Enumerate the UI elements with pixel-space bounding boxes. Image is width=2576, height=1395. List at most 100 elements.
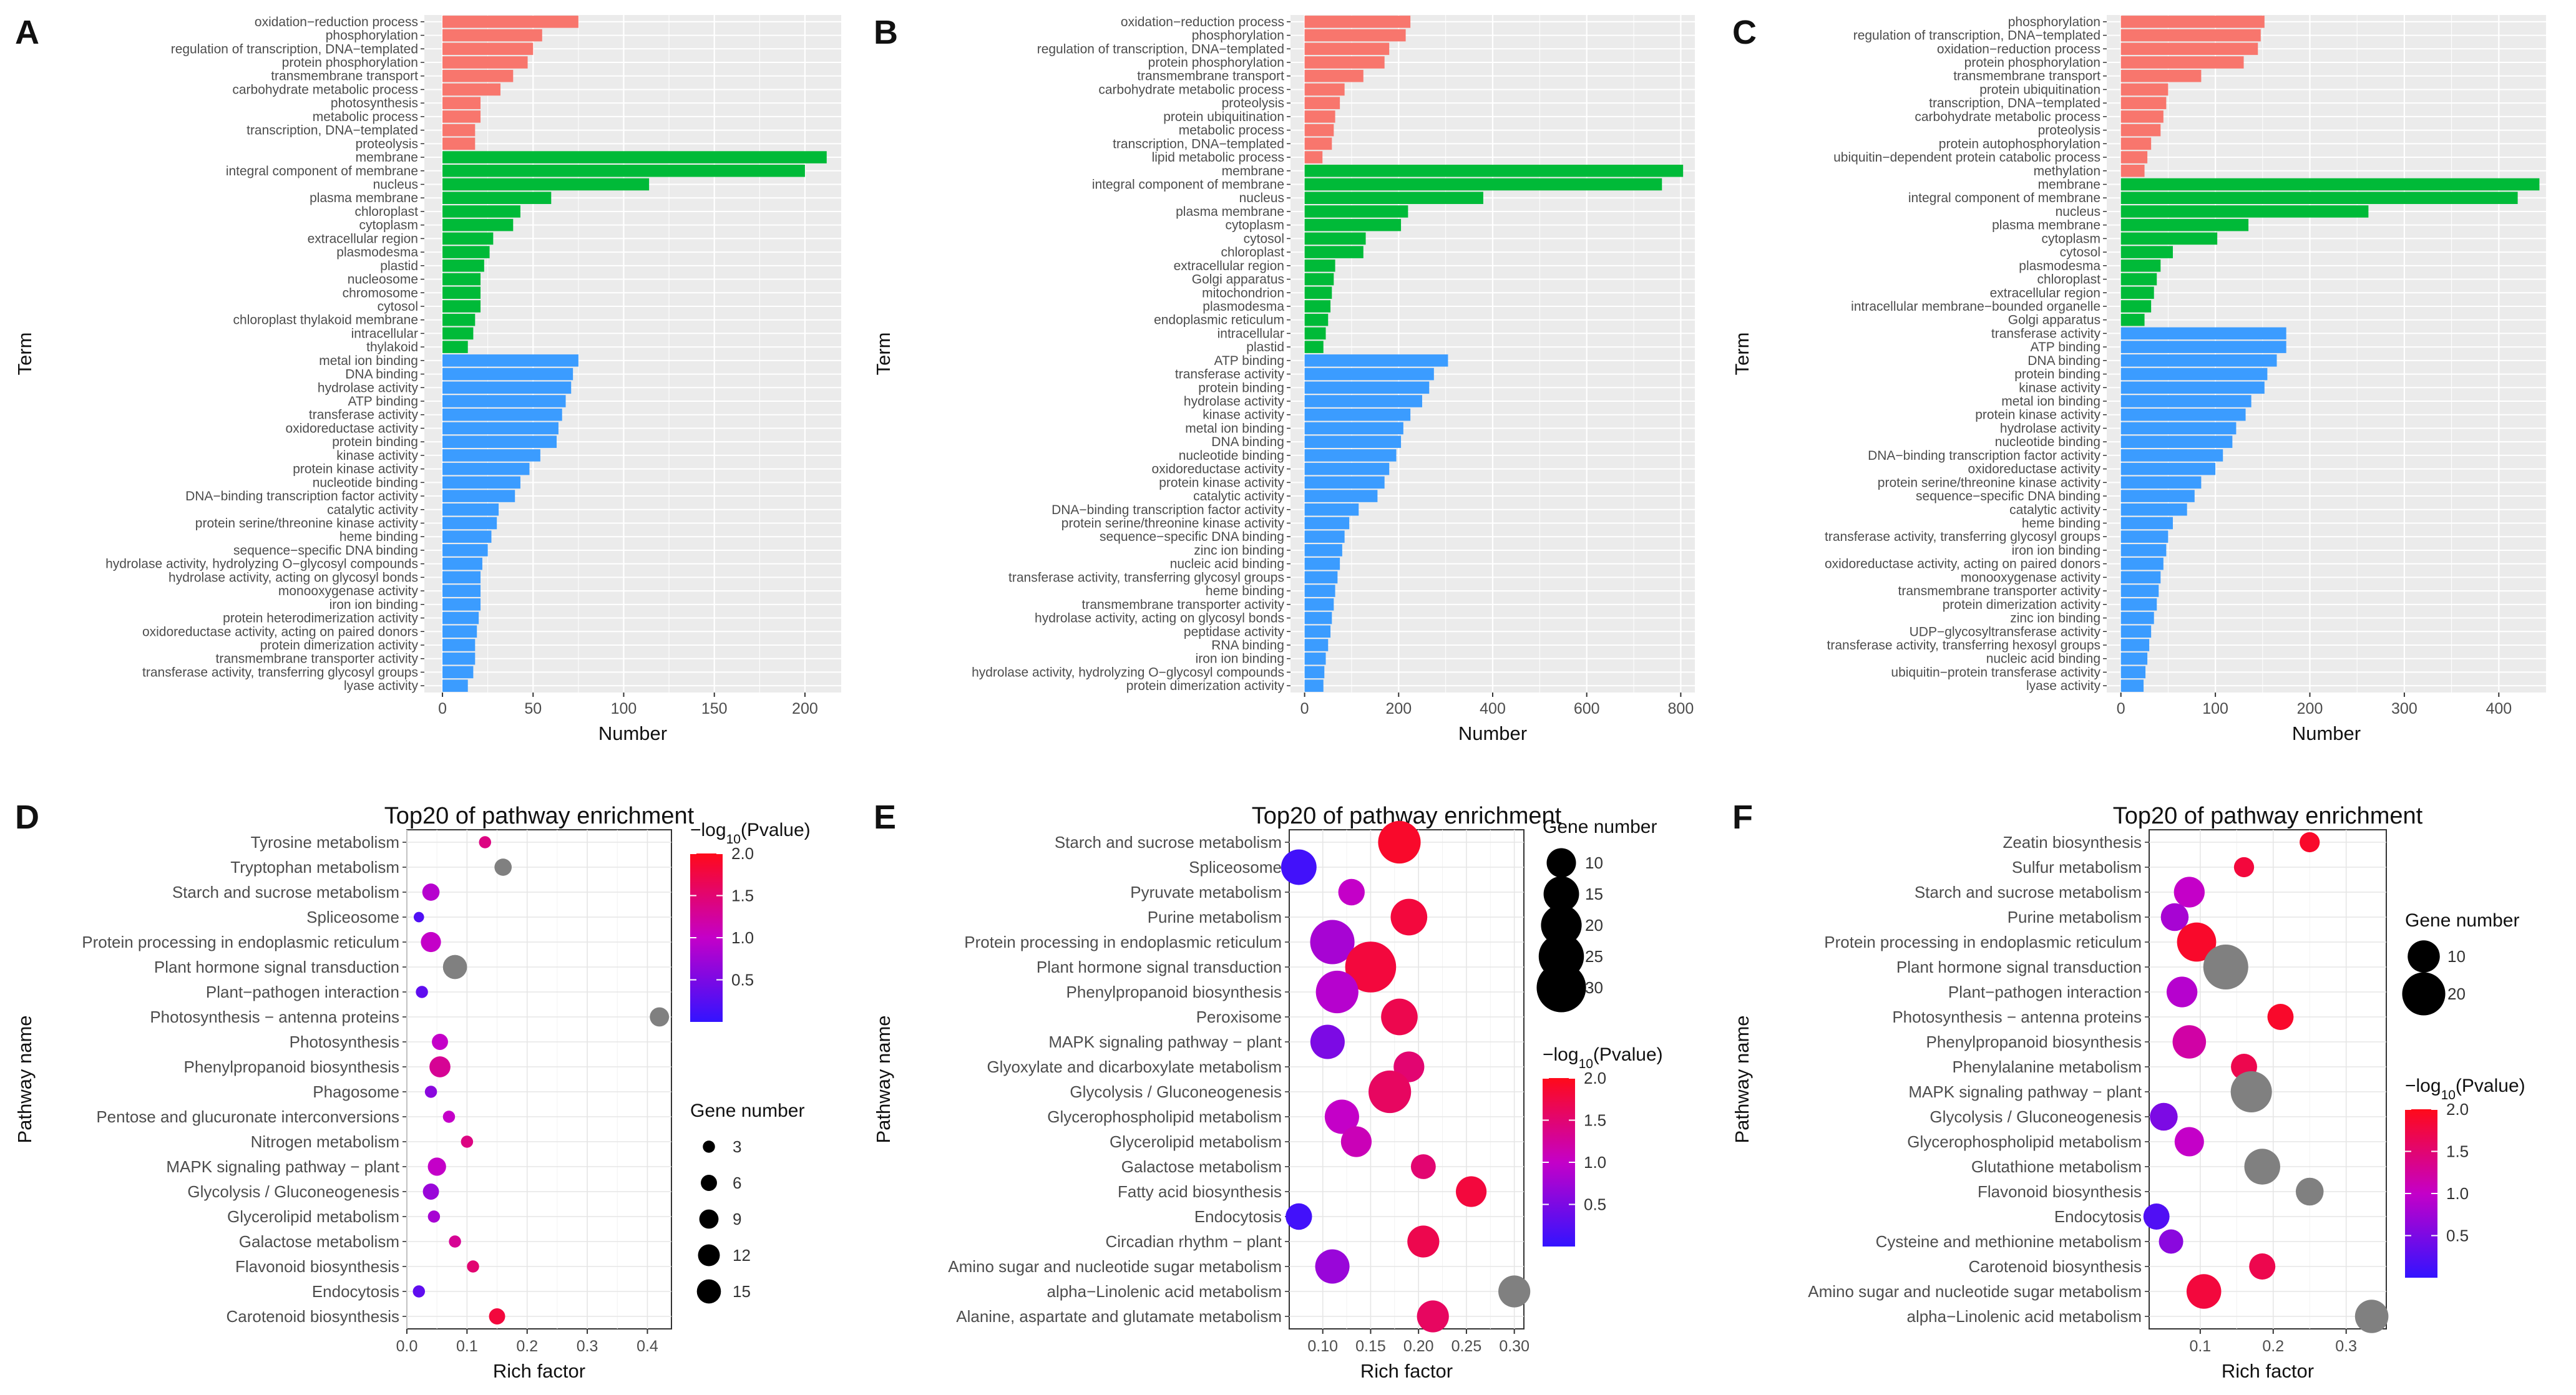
y-tick-label: ubiquitin−protein transferase activity <box>1891 665 2100 679</box>
chart-title: Top20 of pathway enrichment <box>2113 803 2423 829</box>
bar-cc <box>2120 178 2540 191</box>
y-tick-label: Plant−pathogen interaction <box>206 983 399 1001</box>
bar-mf <box>1304 354 1448 367</box>
y-tick-label: Golgi apparatus <box>1192 273 1284 287</box>
x-axis-title: Number <box>598 722 667 744</box>
bar-bp <box>442 29 542 42</box>
x-tick-label: 200 <box>1385 700 1412 717</box>
color-scale-label: 1.0 <box>1584 1153 1606 1172</box>
y-tick-label: plasma membrane <box>310 191 418 205</box>
bar-cc <box>1304 260 1335 272</box>
bar-mf <box>442 598 481 611</box>
y-tick-label: Glycerophospholipid metabolism <box>1047 1107 1282 1126</box>
bar-cc <box>2120 192 2518 204</box>
y-tick-label: Protein processing in endoplasmic reticu… <box>82 933 399 951</box>
bar-mf <box>1304 435 1402 448</box>
bar-cc <box>1304 232 1366 245</box>
color-scale-label: 0.5 <box>731 971 754 989</box>
y-tick-label: Peroxisome <box>1196 1008 1282 1026</box>
y-tick-label: transcription, DNA−templated <box>1929 96 2100 110</box>
bar-mf <box>2120 611 2154 625</box>
y-tick-label: metal ion binding <box>319 354 418 368</box>
bar-mf <box>2120 449 2223 462</box>
bar-cc <box>1304 246 1364 258</box>
color-scale-label: 2.0 <box>731 844 754 863</box>
y-tick-label: transcription, DNA−templated <box>1113 137 1284 151</box>
x-tick-label: 200 <box>792 700 818 717</box>
y-tick-label: ATP binding <box>2031 340 2100 354</box>
bar-mf <box>2120 557 2164 570</box>
bubble-point <box>424 1086 437 1098</box>
y-tick-label: protein binding <box>1198 381 1284 395</box>
y-tick-label: iron ion binding <box>1196 652 1284 666</box>
bubble-point <box>412 1285 426 1298</box>
y-tick-label: alpha−Linolenic acid metabolism <box>1906 1307 2142 1326</box>
y-tick-label: proteolysis <box>1222 96 1284 110</box>
y-tick-label: Starch and sucrose metabolism <box>172 883 399 902</box>
size-legend-dot <box>703 1140 715 1153</box>
y-tick-label: MAPK signaling pathway − plant <box>1908 1082 2142 1101</box>
bar-mf <box>442 544 488 557</box>
panel-label: B <box>874 14 898 51</box>
bar-mf <box>442 381 572 394</box>
bar-cc <box>1304 218 1402 231</box>
bar-mf <box>442 422 559 435</box>
y-tick-label: Glycerophospholipid metabolism <box>1907 1132 2142 1151</box>
bar-cc <box>2120 260 2161 272</box>
bubble-point <box>416 986 428 998</box>
bubble-point <box>1456 1176 1487 1207</box>
bar-bp <box>442 56 528 69</box>
bar-bp <box>2120 83 2169 96</box>
panel-d-bubble-chart: D Top20 of pathway enrichment Tyrosine met… <box>0 749 859 1395</box>
y-tick-label: protein phosphorylation <box>282 56 418 70</box>
chart-svg: D Top20 of pathway enrichment Tyrosine met… <box>14 799 811 1382</box>
y-tick-label: Phagosome <box>313 1082 399 1101</box>
y-tick-label: protein phosphorylation <box>1148 56 1284 70</box>
chart-svg: B 0 200 400 600 800 oxidation−reduction proces… <box>872 14 1695 744</box>
y-tick-label: cytosol <box>378 299 418 314</box>
bubble-point <box>461 1135 474 1148</box>
y-tick-label: UDP−glycosyltransferase activity <box>1910 625 2101 639</box>
bar-cc <box>442 218 514 231</box>
y-tick-label: hydrolase activity, hydrolyzing O−glycos… <box>972 665 1284 679</box>
bar-bp <box>2120 110 2164 123</box>
x-axis-title: Number <box>1458 722 1527 744</box>
y-tick-label: hydrolase activity <box>1184 394 1285 409</box>
y-tick-label: cytoplasm <box>1225 218 1284 233</box>
y-tick-label: oxidation−reduction process <box>1937 42 2100 56</box>
bar-mf <box>2120 476 2202 489</box>
bar-mf <box>2120 585 2159 597</box>
bar-mf <box>2120 367 2268 381</box>
bubble-point <box>422 883 440 901</box>
y-tick-label: Glycerolipid metabolism <box>1110 1132 1282 1151</box>
y-tick-label: Purine metabolism <box>1148 908 1282 926</box>
bubble-point <box>2172 1025 2207 1059</box>
color-legend-title: −log10(Pvalue) <box>1543 1044 1663 1071</box>
bubble-point <box>442 1111 456 1123</box>
y-tick-label: Tyrosine metabolism <box>251 833 399 852</box>
bar-bp <box>1304 137 1332 150</box>
bar-cc <box>442 192 552 204</box>
x-tick-label: 0.10 <box>1307 1338 1338 1355</box>
y-tick-label: lyase activity <box>344 679 419 693</box>
bar-cc <box>2120 232 2218 245</box>
x-tick-label: 100 <box>611 700 637 717</box>
bar-cc <box>442 273 481 286</box>
y-tick-label: Protein processing in endoplasmic reticu… <box>1824 933 2142 951</box>
y-tick-label: oxidoreductase activity <box>1152 462 1285 477</box>
size-legend-label: 9 <box>733 1210 741 1228</box>
y-tick-label: monooxygenase activity <box>278 584 419 598</box>
y-tick-label: cytoplasm <box>2041 231 2100 246</box>
bar-bp <box>2120 42 2258 56</box>
y-tick-label: oxidation−reduction process <box>1121 15 1284 29</box>
bar-mf <box>442 679 468 692</box>
y-tick-label: Endocytosis <box>312 1282 399 1301</box>
y-tick-label: transferase activity, transferring hexos… <box>1827 638 2100 653</box>
bubble-point <box>1338 878 1365 906</box>
y-tick-label: Flavonoid biosynthesis <box>235 1257 399 1276</box>
bubble-point <box>442 955 467 979</box>
y-axis-title: Pathway name <box>1731 1015 1753 1143</box>
y-tick-label: Amino sugar and nucleotide sugar metabol… <box>948 1257 1282 1276</box>
bar-cc <box>1304 178 1662 191</box>
bar-mf <box>442 585 481 597</box>
